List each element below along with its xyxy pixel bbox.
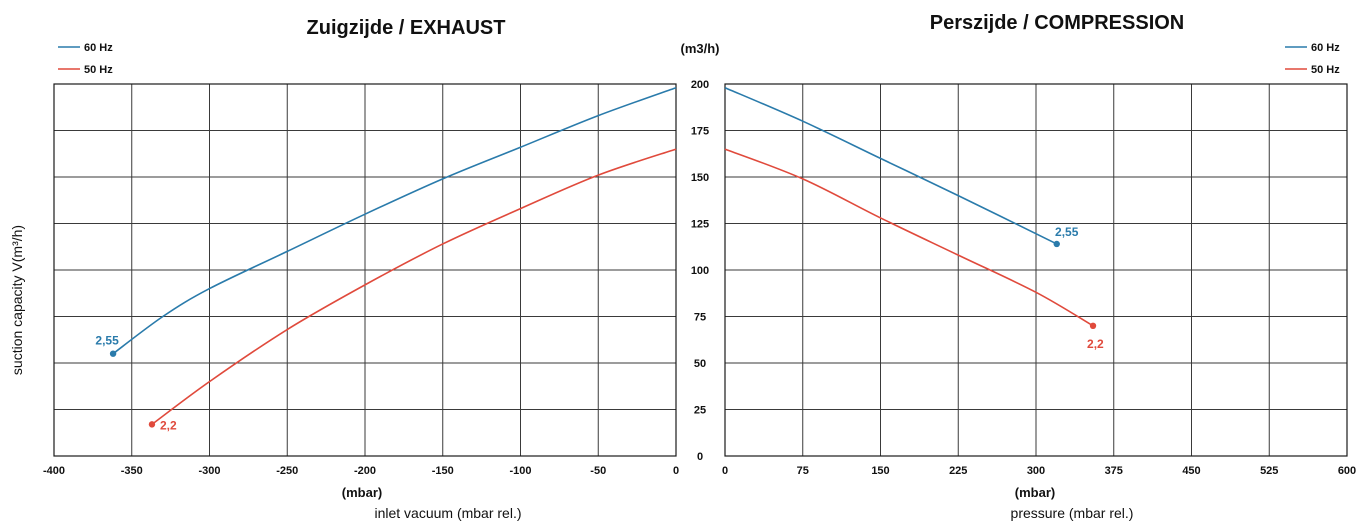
legend-label-50hz: 50 Hz xyxy=(1311,64,1340,76)
y-tick-label: 125 xyxy=(691,219,709,231)
y-tick-label: 25 xyxy=(694,405,706,417)
y-tick-label: 75 xyxy=(694,312,706,324)
series-endpoint-60hz xyxy=(1053,240,1060,248)
series-endpoint-label: 2,2 xyxy=(160,418,177,432)
x-tick-label: 0 xyxy=(673,465,679,477)
x-axis-label-exhaust: inlet vacuum (mbar rel.) xyxy=(374,505,521,521)
x-tick-label: -250 xyxy=(276,465,298,477)
x-axis-label-compression: pressure (mbar rel.) xyxy=(1011,505,1134,521)
x-tick-label: -200 xyxy=(354,465,376,477)
y-tick-label: 100 xyxy=(691,265,709,277)
series-line-50hz xyxy=(724,148,1094,327)
y-axis-ticks: 0 25 50 75 100 125 150 175 200 xyxy=(691,79,709,463)
chart-title-exhaust: Zuigzijde / EXHAUST xyxy=(307,17,506,39)
plot-area-exhaust: -400 -350 -300 -250 -200 -150 -100 -50 0 2,55 2,2 xyxy=(43,83,679,477)
plot-area-compression: 0 75 150 225 300 375 450 525 600 2,55 2,2 xyxy=(722,83,1356,477)
x-tick-label: -150 xyxy=(432,465,454,477)
legend-exhaust: 60 Hz 50 Hz xyxy=(58,42,113,76)
plot-frame xyxy=(724,83,1348,457)
x-tick-label: 450 xyxy=(1182,465,1200,477)
y-axis-unit: (m3/h) xyxy=(681,41,720,56)
chart-title-compression: Perszijde / COMPRESSION xyxy=(930,12,1185,34)
x-tick-label: -100 xyxy=(509,465,531,477)
series-line-60hz xyxy=(724,86,1058,245)
x-tick-label: 375 xyxy=(1105,465,1123,477)
x-tick-label: -350 xyxy=(121,465,143,477)
x-tick-label: 525 xyxy=(1260,465,1278,477)
x-axis-unit-exhaust: (mbar) xyxy=(342,485,382,500)
x-tick-label: 225 xyxy=(949,465,967,477)
x-tick-label: 150 xyxy=(871,465,889,477)
x-tick-label: 0 xyxy=(722,465,728,477)
legend-label-50hz: 50 Hz xyxy=(84,64,113,76)
y-axis-label: suction capacity V(m³/h) xyxy=(9,225,25,375)
series-endpoint-label: 2,2 xyxy=(1087,337,1104,351)
series-endpoint-label: 2,55 xyxy=(1055,225,1079,239)
series-endpoint-50hz xyxy=(1089,322,1097,329)
y-tick-label: 150 xyxy=(691,172,709,184)
y-tick-label: 175 xyxy=(691,126,709,138)
x-tick-label: 75 xyxy=(797,465,809,477)
x-tick-label: -50 xyxy=(590,465,606,477)
legend-compression: 60 Hz 50 Hz xyxy=(1285,42,1340,76)
legend-label-60hz: 60 Hz xyxy=(1311,42,1340,54)
x-axis-unit-compression: (mbar) xyxy=(1015,485,1055,500)
series-line-50hz xyxy=(151,148,677,426)
y-tick-label: 200 xyxy=(691,79,709,91)
series-endpoint-60hz xyxy=(109,350,117,357)
x-tick-label: -400 xyxy=(43,465,65,477)
x-tick-label: 600 xyxy=(1338,465,1356,477)
y-tick-label: 0 xyxy=(697,451,703,463)
series-line-60hz xyxy=(112,86,677,355)
x-tick-label: 300 xyxy=(1027,465,1045,477)
plot-frame xyxy=(53,83,677,457)
series-endpoint-50hz xyxy=(148,421,156,428)
y-tick-label: 50 xyxy=(694,358,706,370)
legend-label-60hz: 60 Hz xyxy=(84,42,113,54)
x-tick-label: -300 xyxy=(198,465,220,477)
series-endpoint-label: 2,55 xyxy=(95,334,119,348)
